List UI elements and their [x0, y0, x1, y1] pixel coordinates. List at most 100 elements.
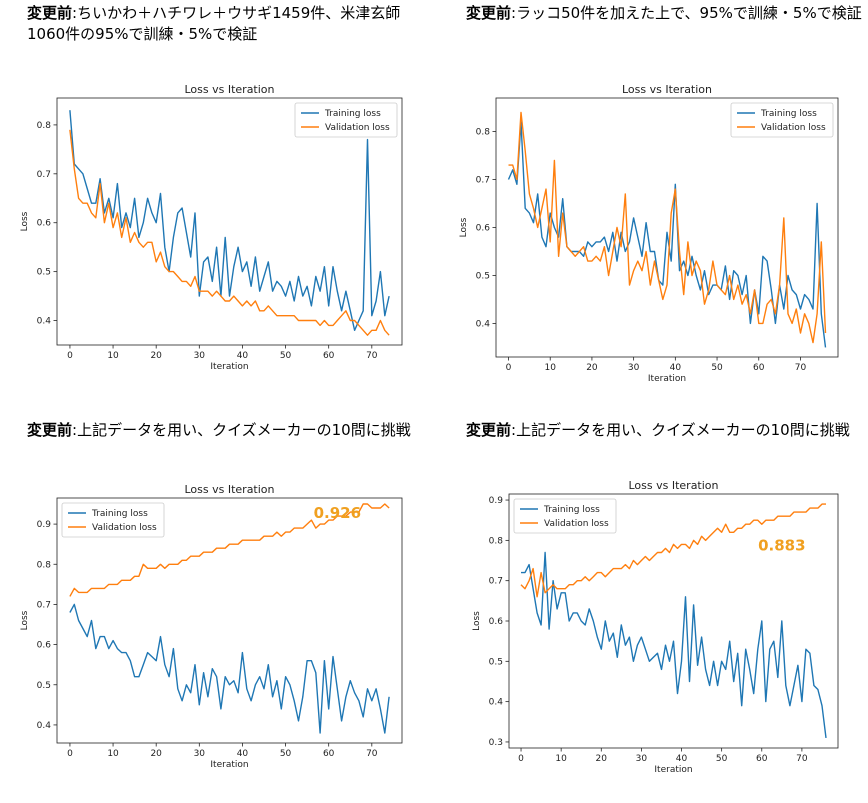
caption-lead: 変更前 [27, 421, 73, 439]
x-tick-label: 10 [107, 351, 119, 361]
y-tick-label: 0.5 [476, 271, 490, 281]
legend: Training loss Validation loss [294, 102, 398, 138]
chart-bottom-left: Loss vs Iteration 0 10 20 30 40 50 60 70 0.4 0.5 0.… [20, 483, 403, 770]
y-tick-label: 0.5 [37, 268, 51, 278]
caption-top-left: 変更前:ちいかわ＋ハチワレ＋ウサギ1459件、米津玄師1060件の95%で訓練・… [27, 3, 427, 45]
training-loss-line [507, 121, 827, 348]
legend-label: Training loss [760, 109, 817, 119]
y-tick-label: 0.9 [37, 520, 52, 530]
legend-label: Training loss [543, 505, 600, 515]
chart-top-right: Loss vs Iteration 0 10 20 30 40 50 60 70 0.4 0.5 0.… [459, 83, 839, 384]
validation-loss-line [508, 111, 827, 344]
x-tick-label: 70 [796, 754, 808, 764]
x-tick-label: 50 [280, 351, 292, 361]
y-tick-label: 0.6 [476, 224, 491, 234]
caption-bottom-right: 変更前:上記データを用い、クイズメーカーの10問に挑戦 [466, 420, 866, 441]
x-tick-label: 0 [506, 363, 512, 373]
x-tick-label: 40 [237, 351, 249, 361]
x-tick-label: 70 [795, 363, 807, 373]
final-loss-annotation: 0.926 [314, 504, 361, 522]
caption-text: :ラッコ50件を加えた上で、95%で訓練・5%で検証 [511, 4, 862, 22]
legend: Training loss Validation loss [730, 102, 834, 138]
x-tick-label: 20 [596, 754, 608, 764]
validation-loss-line [69, 129, 390, 336]
plot-frame [56, 97, 403, 346]
x-tick-label: 30 [194, 749, 206, 759]
x-tick-label: 50 [716, 754, 728, 764]
legend-box [61, 502, 165, 538]
x-tick-label: 0 [518, 754, 524, 764]
chart-top-left: Loss vs Iteration 0 10 20 30 40 50 60 70 0.4 0.5 0.… [20, 83, 403, 372]
x-tick-label: 60 [756, 754, 768, 764]
x-tick-label: 60 [323, 351, 335, 361]
final-loss-annotation: 0.883 [758, 536, 805, 554]
y-tick-label: 0.8 [37, 121, 52, 131]
y-tick-label: 0.6 [37, 219, 52, 229]
y-tick-label: 0.8 [489, 536, 504, 546]
legend-label: Validation loss [92, 523, 157, 533]
x-tick-label: 40 [237, 749, 249, 759]
x-tick-label: 20 [586, 363, 598, 373]
caption-text: :上記データを用い、クイズメーカーの10問に挑戦 [511, 421, 850, 439]
y-tick-label: 0.5 [489, 657, 503, 667]
validation-loss-line [69, 503, 390, 597]
x-tick-label: 50 [711, 363, 723, 373]
x-tick-label: 10 [544, 363, 556, 373]
y-axis-label: Loss [20, 211, 30, 231]
x-tick-label: 10 [107, 749, 119, 759]
x-tick-label: 10 [555, 754, 567, 764]
x-axis-label: Iteration [210, 760, 248, 770]
x-tick-label: 70 [366, 351, 378, 361]
legend-label: Validation loss [325, 123, 390, 133]
training-loss-line [69, 110, 390, 332]
legend-label: Validation loss [544, 519, 609, 529]
chart-title: Loss vs Iteration [184, 83, 274, 96]
y-tick-label: 0.7 [37, 600, 51, 610]
y-tick-label: 0.7 [37, 170, 51, 180]
caption-lead: 変更前 [466, 421, 512, 439]
caption-lead: 変更前 [466, 4, 512, 22]
x-tick-label: 20 [150, 749, 162, 759]
caption-top-right: 変更前:ラッコ50件を加えた上で、95%で訓練・5%で検証 [466, 3, 866, 24]
caption-text: :上記データを用い、クイズメーカーの10問に挑戦 [72, 421, 411, 439]
caption-bottom-left: 変更前:上記データを用い、クイズメーカーの10問に挑戦 [27, 420, 427, 441]
x-tick-label: 70 [366, 749, 378, 759]
legend-box [294, 102, 398, 138]
y-tick-label: 0.3 [489, 738, 503, 748]
legend-label: Training loss [324, 109, 381, 119]
chart-title: Loss vs Iteration [628, 479, 718, 492]
x-tick-label: 40 [670, 363, 682, 373]
plot-frame [56, 497, 403, 744]
y-tick-label: 0.4 [37, 317, 52, 327]
legend: Training loss Validation loss [513, 498, 617, 534]
y-axis-label: Loss [20, 610, 30, 630]
x-tick-label: 50 [280, 749, 292, 759]
chart-title: Loss vs Iteration [184, 483, 274, 496]
x-tick-label: 40 [676, 754, 688, 764]
x-tick-label: 30 [194, 351, 206, 361]
y-axis-label: Loss [459, 217, 469, 237]
training-loss-line [521, 551, 827, 738]
y-tick-label: 0.5 [37, 681, 51, 691]
y-tick-label: 0.8 [476, 128, 491, 138]
caption-lead: 変更前 [27, 4, 73, 22]
x-tick-label: 20 [150, 351, 162, 361]
x-tick-label: 0 [67, 351, 73, 361]
y-tick-label: 0.7 [489, 577, 503, 587]
y-tick-label: 0.4 [476, 319, 491, 329]
legend-label: Validation loss [761, 123, 826, 133]
y-tick-label: 0.6 [489, 617, 504, 627]
legend-box [513, 498, 617, 534]
legend-box [730, 102, 834, 138]
y-tick-label: 0.7 [476, 176, 490, 186]
chart-bottom-right: Loss vs Iteration 0 10 20 30 40 50 60 70 0.3 0.4 0.… [472, 479, 839, 775]
chart-title: Loss vs Iteration [622, 83, 712, 96]
x-tick-label: 30 [628, 363, 640, 373]
legend: Training loss Validation loss [61, 502, 165, 538]
x-axis-label: Iteration [210, 362, 248, 372]
y-tick-label: 0.4 [489, 698, 504, 708]
x-tick-label: 0 [67, 749, 73, 759]
x-axis-label: Iteration [654, 765, 692, 775]
legend-label: Training loss [91, 509, 148, 519]
y-tick-label: 0.9 [489, 496, 504, 506]
